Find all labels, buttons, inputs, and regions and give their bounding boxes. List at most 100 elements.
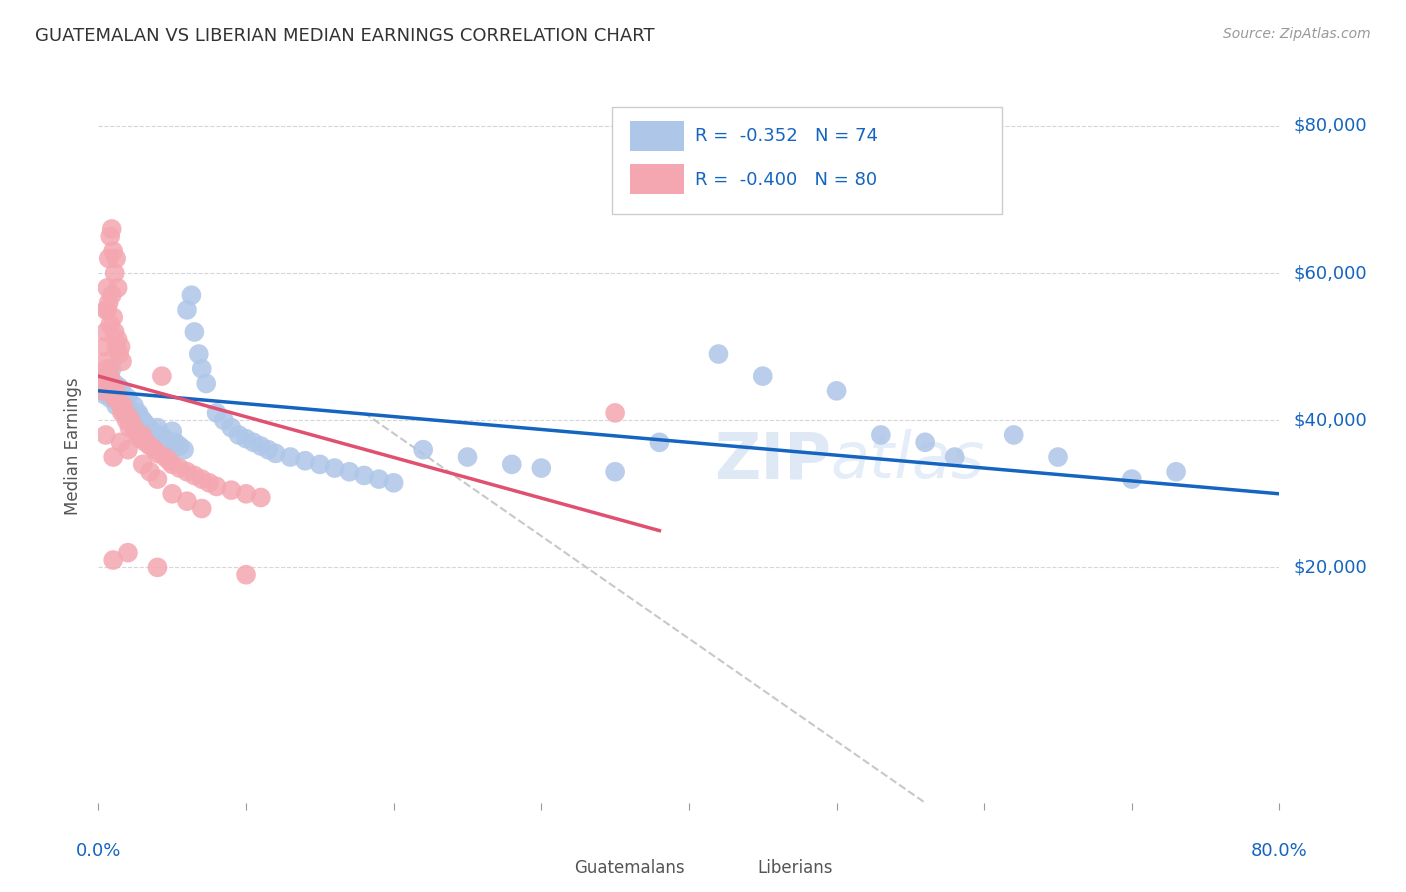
Point xyxy=(605,406,627,420)
Text: atlas: atlas xyxy=(831,429,986,491)
Point xyxy=(143,428,166,442)
Point xyxy=(180,288,202,302)
Point xyxy=(105,399,128,413)
Point xyxy=(100,222,122,236)
Point xyxy=(153,450,176,464)
Point xyxy=(128,409,150,424)
Point xyxy=(165,435,187,450)
Point xyxy=(183,468,205,483)
Point xyxy=(648,435,671,450)
Point xyxy=(150,369,173,384)
Point xyxy=(1046,450,1069,464)
Text: $40,000: $40,000 xyxy=(1294,411,1367,429)
Text: $80,000: $80,000 xyxy=(1294,117,1367,135)
Point xyxy=(112,399,135,413)
Point xyxy=(162,487,183,501)
Point xyxy=(112,395,135,409)
Point xyxy=(96,361,118,376)
Text: R =  -0.400   N = 80: R = -0.400 N = 80 xyxy=(695,171,877,189)
Point xyxy=(146,472,169,486)
Point xyxy=(96,281,118,295)
Point xyxy=(187,347,209,361)
Point xyxy=(117,409,139,424)
Text: Liberians: Liberians xyxy=(758,859,832,877)
Point xyxy=(91,384,114,398)
Point xyxy=(191,361,214,376)
Point xyxy=(219,420,242,434)
Point xyxy=(149,428,172,442)
Point xyxy=(176,302,198,317)
Point xyxy=(605,465,627,479)
Point xyxy=(135,435,157,450)
Point xyxy=(122,399,145,413)
Point xyxy=(111,354,134,368)
Text: GUATEMALAN VS LIBERIAN MEDIAN EARNINGS CORRELATION CHART: GUATEMALAN VS LIBERIAN MEDIAN EARNINGS C… xyxy=(35,27,655,45)
Point xyxy=(93,387,115,401)
Point xyxy=(94,369,117,384)
Point xyxy=(105,384,128,398)
Point xyxy=(96,302,118,317)
Point xyxy=(382,475,405,490)
Point xyxy=(103,384,125,398)
Point xyxy=(162,458,183,472)
Point xyxy=(120,406,142,420)
Point xyxy=(100,288,122,302)
Point xyxy=(94,354,117,368)
Point xyxy=(94,325,117,339)
Point xyxy=(132,428,155,442)
Point xyxy=(139,465,162,479)
Point xyxy=(91,369,114,384)
Point xyxy=(110,399,132,413)
Point xyxy=(869,428,891,442)
Point xyxy=(110,340,132,354)
Point xyxy=(162,425,183,439)
Point xyxy=(98,391,121,405)
Point xyxy=(235,567,257,582)
Point xyxy=(97,295,120,310)
Point xyxy=(219,483,242,497)
Point xyxy=(104,266,127,280)
Point xyxy=(97,376,120,391)
Point xyxy=(93,340,115,354)
Point xyxy=(128,432,150,446)
Point xyxy=(176,494,198,508)
Point xyxy=(278,450,302,464)
Point xyxy=(1121,472,1143,486)
Point xyxy=(100,361,122,376)
Point xyxy=(118,420,141,434)
FancyBboxPatch shape xyxy=(699,856,748,880)
Point xyxy=(153,432,176,446)
Point xyxy=(191,501,214,516)
Point xyxy=(107,281,129,295)
Point xyxy=(105,252,128,266)
Point xyxy=(530,461,553,475)
Point xyxy=(146,420,169,434)
Text: 0.0%: 0.0% xyxy=(76,842,121,860)
Point xyxy=(103,310,125,325)
Point xyxy=(104,391,127,405)
FancyBboxPatch shape xyxy=(630,121,685,152)
Point xyxy=(309,458,332,472)
Point xyxy=(103,384,125,398)
Point xyxy=(107,332,129,346)
Point xyxy=(1002,428,1025,442)
Point xyxy=(191,472,214,486)
Point xyxy=(97,384,120,398)
Point xyxy=(115,413,138,427)
Point xyxy=(98,229,121,244)
Point xyxy=(337,465,360,479)
Point xyxy=(122,420,145,434)
Point xyxy=(105,340,128,354)
Point xyxy=(157,435,180,450)
Point xyxy=(242,435,264,450)
Point xyxy=(257,442,280,457)
Point xyxy=(117,546,139,560)
Text: R =  -0.352   N = 74: R = -0.352 N = 74 xyxy=(695,128,877,145)
Point xyxy=(110,435,132,450)
Point xyxy=(157,453,180,467)
FancyBboxPatch shape xyxy=(630,164,685,194)
Point xyxy=(173,442,195,457)
Point xyxy=(132,413,155,427)
Point xyxy=(110,391,132,405)
Point xyxy=(169,461,191,475)
